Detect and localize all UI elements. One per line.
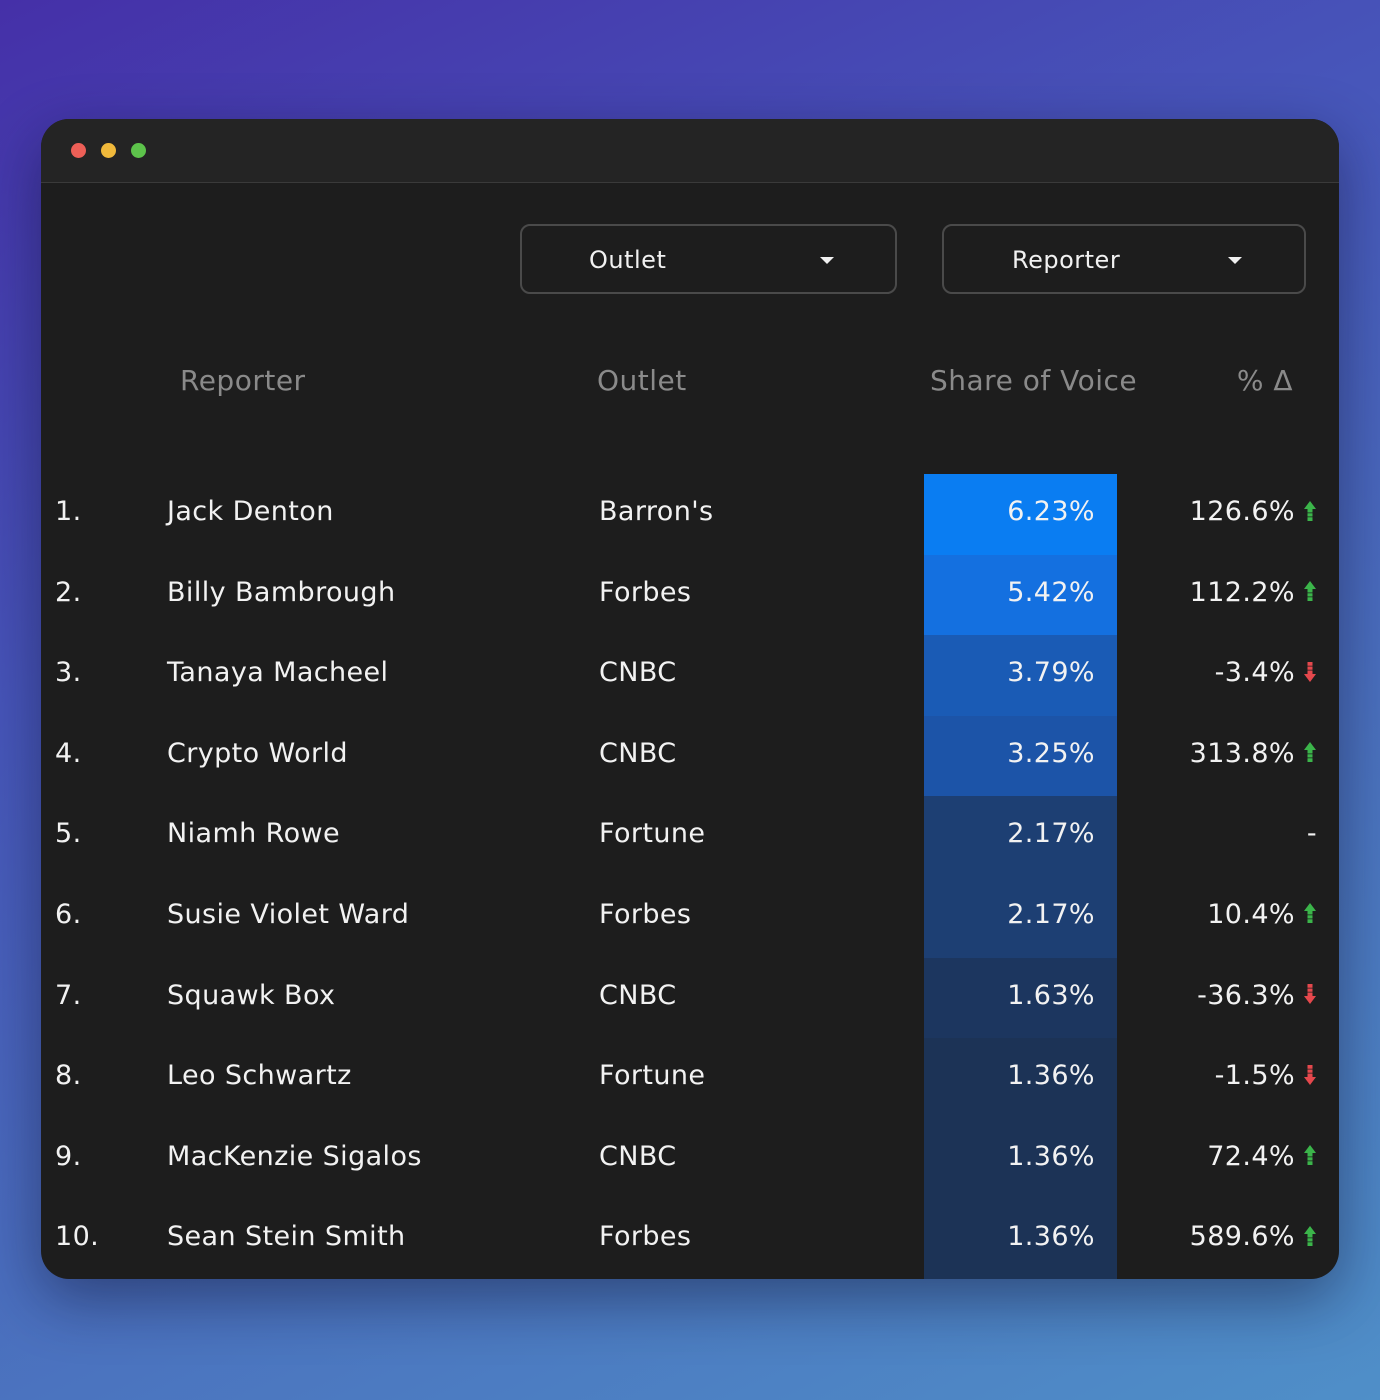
percent-change-cell: -3.4% (1215, 635, 1317, 711)
column-header-reporter[interactable]: Reporter (180, 364, 306, 397)
rank-number: 9. (55, 1140, 82, 1172)
share-of-voice-cell: 1.36% (924, 1199, 1117, 1279)
rank-number: 5. (55, 818, 82, 850)
table-row[interactable]: 2. Billy Bambrough Forbes 5.42% 112.2% (41, 554, 1339, 636)
percent-change-cell: 10.4% (1207, 877, 1317, 953)
table-row[interactable]: 1. Jack Denton Barron's 6.23% 126.6% (41, 474, 1339, 555)
reporter-name: MacKenzie Sigalos (167, 1140, 422, 1172)
app-window: Outlet Reporter Reporter Outlet Share of… (41, 119, 1339, 1279)
rank-number: 10. (55, 1221, 100, 1253)
maximize-window-button[interactable] (131, 143, 146, 158)
reporter-name: Susie Violet Ward (167, 898, 410, 930)
table-row[interactable]: 3. Tanaya Macheel CNBC 3.79% -3.4% (41, 635, 1339, 716)
share-of-voice-cell: 6.23% (924, 474, 1117, 555)
percent-change-value: 72.4% (1207, 1140, 1295, 1172)
reporter-name: Leo Schwartz (167, 1060, 352, 1092)
trend-down-arrow-icon (1303, 1064, 1317, 1086)
percent-change-cell: 72.4% (1207, 1119, 1317, 1195)
percent-change-cell: 112.2% (1190, 555, 1317, 631)
trend-down-arrow-icon (1303, 983, 1317, 1005)
percent-change-cell: -36.3% (1197, 958, 1317, 1034)
share-of-voice-cell: 5.42% (924, 554, 1117, 636)
percent-change-cell: 126.6% (1190, 474, 1317, 550)
percent-change-value: -1.5% (1214, 1060, 1295, 1092)
reporter-name: Jack Denton (167, 496, 334, 527)
percent-change-cell: 589.6% (1190, 1199, 1317, 1275)
percent-change-value: 589.6% (1189, 1221, 1295, 1253)
percent-change-value: 112.2% (1189, 576, 1295, 608)
trend-up-arrow-icon (1303, 741, 1317, 763)
percent-change-value: 126.6% (1189, 496, 1295, 527)
table-row[interactable]: 9. MacKenzie Sigalos CNBC 1.36% 72.4% (41, 1118, 1339, 1200)
table-row[interactable]: 7. Squawk Box CNBC 1.63% -36.3% (41, 957, 1339, 1039)
outlet-name: CNBC (599, 737, 677, 769)
outlet-filter-label: Outlet (589, 246, 667, 274)
table-row[interactable]: 8. Leo Schwartz Fortune 1.36% -1.5% (41, 1038, 1339, 1119)
outlet-name: Forbes (599, 898, 692, 930)
trend-up-arrow-icon (1303, 500, 1317, 522)
column-header-outlet[interactable]: Outlet (597, 364, 687, 397)
share-of-voice-cell: 3.79% (924, 635, 1117, 716)
percent-change-value: - (1306, 818, 1317, 850)
reporter-name: Crypto World (167, 737, 348, 769)
table-row[interactable]: 4. Crypto World CNBC 3.25% 313.8% (41, 715, 1339, 797)
rank-number: 3. (55, 657, 82, 689)
rank-number: 6. (55, 898, 82, 930)
rank-number: 2. (55, 576, 82, 608)
trend-up-arrow-icon (1303, 902, 1317, 924)
reporter-name: Niamh Rowe (167, 818, 341, 850)
caret-down-icon (1228, 257, 1242, 264)
caret-down-icon (820, 257, 834, 264)
column-header-percent-change[interactable]: % Δ (1236, 364, 1293, 397)
rank-number: 7. (55, 979, 82, 1011)
reporter-filter-dropdown[interactable]: Reporter (942, 224, 1306, 294)
table-row[interactable]: 5. Niamh Rowe Fortune 2.17% - (41, 796, 1339, 877)
percent-change-cell: - (1307, 796, 1317, 872)
outlet-name: CNBC (599, 979, 677, 1011)
share-of-voice-cell: 1.63% (924, 957, 1117, 1039)
outlet-name: Barron's (599, 496, 714, 527)
reporter-name: Squawk Box (167, 979, 336, 1011)
outlet-filter-dropdown[interactable]: Outlet (520, 224, 897, 294)
close-window-button[interactable] (71, 143, 86, 158)
reporter-name: Tanaya Macheel (167, 657, 389, 689)
share-of-voice-cell: 2.17% (924, 876, 1117, 958)
outlet-name: CNBC (599, 1140, 677, 1172)
percent-change-cell: -1.5% (1215, 1038, 1317, 1114)
trend-down-arrow-icon (1303, 661, 1317, 683)
percent-change-cell: 313.8% (1190, 716, 1317, 792)
share-of-voice-cell: 1.36% (924, 1038, 1117, 1119)
outlet-name: Fortune (599, 818, 706, 850)
minimize-window-button[interactable] (101, 143, 116, 158)
percent-change-value: -36.3% (1197, 979, 1295, 1011)
reporter-filter-label: Reporter (1012, 246, 1121, 274)
share-of-voice-cell: 1.36% (924, 1118, 1117, 1200)
percent-change-value: 313.8% (1189, 737, 1295, 769)
trend-up-arrow-icon (1303, 1225, 1317, 1247)
reporter-name: Billy Bambrough (167, 576, 396, 608)
share-of-voice-cell: 3.25% (924, 715, 1117, 797)
outlet-name: Forbes (599, 1221, 692, 1253)
percent-change-value: -3.4% (1214, 657, 1295, 689)
outlet-name: CNBC (599, 657, 677, 689)
reporter-table-body: 1. Jack Denton Barron's 6.23% 126.6% 2. Billy … (41, 474, 1339, 1279)
outlet-name: Fortune (599, 1060, 706, 1092)
table-row[interactable]: 6. Susie Violet Ward Forbes 2.17% 10.4% (41, 876, 1339, 958)
outlet-name: Forbes (599, 576, 692, 608)
percent-change-value: 10.4% (1207, 898, 1295, 930)
column-header-share-of-voice[interactable]: Share of Voice (930, 364, 1138, 397)
rank-number: 4. (55, 737, 82, 769)
title-bar (41, 119, 1339, 183)
reporter-name: Sean Stein Smith (167, 1221, 406, 1253)
table-row[interactable]: 10. Sean Stein Smith Forbes 1.36% 589.6% (41, 1199, 1339, 1279)
rank-number: 8. (55, 1060, 82, 1092)
trend-up-arrow-icon (1303, 580, 1317, 602)
rank-number: 1. (55, 496, 82, 527)
trend-up-arrow-icon (1303, 1144, 1317, 1166)
share-of-voice-cell: 2.17% (924, 796, 1117, 877)
